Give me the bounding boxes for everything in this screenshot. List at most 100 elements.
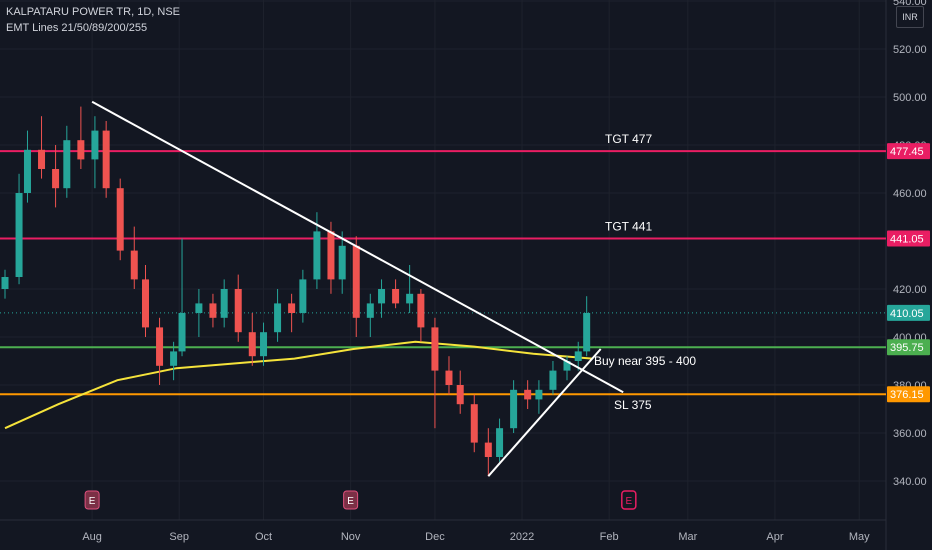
candle-body bbox=[63, 140, 71, 189]
level-price-label: 477.45 bbox=[890, 146, 924, 158]
candle bbox=[274, 289, 282, 342]
candle bbox=[456, 370, 464, 414]
candle bbox=[142, 265, 149, 337]
candle-body bbox=[549, 370, 557, 390]
candle bbox=[178, 238, 186, 357]
candle-body bbox=[524, 389, 532, 400]
trendline bbox=[487, 348, 602, 477]
earnings-marker: E bbox=[84, 490, 100, 510]
candle bbox=[15, 173, 23, 285]
candle-body bbox=[352, 245, 360, 318]
symbol-title: KALPATARU POWER TR, 1D, NSE bbox=[6, 6, 180, 18]
y-tick-label: 420.00 bbox=[893, 284, 927, 296]
candle bbox=[484, 428, 492, 477]
y-tick-label: 520.00 bbox=[893, 44, 927, 56]
candle-body bbox=[496, 428, 504, 457]
candle-body bbox=[366, 303, 374, 318]
candle-body bbox=[102, 130, 110, 189]
candle-body bbox=[484, 442, 492, 457]
candle-body bbox=[299, 279, 307, 313]
candle bbox=[549, 361, 557, 395]
candle bbox=[366, 293, 374, 337]
candle bbox=[417, 289, 425, 342]
level-annotation: Buy near 395 - 400 bbox=[594, 354, 696, 368]
candle bbox=[288, 293, 296, 333]
level-price-label: 376.15 bbox=[890, 389, 924, 401]
candle-body bbox=[142, 279, 149, 328]
x-tick-label: Nov bbox=[341, 531, 361, 543]
candle bbox=[170, 341, 178, 381]
candle-body bbox=[417, 293, 425, 328]
earnings-marker-label: E bbox=[625, 496, 632, 507]
candle-body bbox=[209, 303, 217, 318]
ema-line bbox=[4, 340, 593, 430]
candle-body bbox=[52, 169, 60, 189]
candle-body bbox=[288, 303, 296, 313]
candle-body bbox=[338, 245, 346, 280]
candle-body bbox=[38, 149, 46, 169]
candle bbox=[470, 394, 478, 453]
candle bbox=[574, 341, 582, 371]
level-price-label-bg bbox=[887, 230, 930, 247]
candle bbox=[563, 356, 571, 381]
level-annotation: TGT 477 bbox=[605, 132, 652, 146]
trendline bbox=[91, 100, 624, 394]
candle bbox=[77, 106, 85, 169]
candle bbox=[63, 125, 71, 198]
candle bbox=[234, 274, 242, 342]
level-annotation: SL 375 bbox=[614, 398, 652, 412]
x-tick-label: 2022 bbox=[510, 531, 534, 543]
candle-body bbox=[470, 404, 478, 443]
earnings-marker-label: E bbox=[89, 496, 96, 507]
candle-body bbox=[23, 149, 31, 193]
candle bbox=[524, 380, 532, 409]
earnings-marker-label: E bbox=[347, 496, 354, 507]
earnings-marker-bg bbox=[84, 490, 100, 510]
candle bbox=[327, 221, 335, 294]
candle bbox=[406, 265, 414, 313]
y-tick-label: 340.00 bbox=[893, 476, 927, 488]
candle bbox=[248, 313, 256, 366]
level-price-label: 395.75 bbox=[890, 342, 924, 354]
candle-body bbox=[583, 313, 591, 352]
x-tick-label: Oct bbox=[255, 531, 272, 543]
y-tick-label: 360.00 bbox=[893, 428, 927, 440]
candle bbox=[352, 236, 360, 337]
candle-body bbox=[535, 389, 543, 400]
candle-body bbox=[431, 327, 439, 371]
candle-body bbox=[563, 361, 571, 371]
candle bbox=[445, 356, 453, 395]
candle bbox=[130, 226, 138, 289]
x-tick-label: Mar bbox=[678, 531, 697, 543]
candle-body bbox=[234, 289, 242, 333]
currency-badge[interactable]: INR bbox=[896, 6, 924, 28]
candle-body bbox=[77, 140, 85, 160]
x-tick-label: Apr bbox=[766, 531, 783, 543]
candle bbox=[431, 317, 439, 429]
candle-body bbox=[274, 303, 282, 333]
candle-body bbox=[91, 130, 99, 160]
candle-body bbox=[116, 188, 124, 251]
indicator-title: EMT Lines 21/50/89/200/255 bbox=[6, 22, 148, 34]
candle bbox=[338, 231, 346, 294]
candle-body bbox=[406, 293, 414, 304]
candle bbox=[510, 380, 518, 433]
candle-body bbox=[260, 332, 268, 357]
x-tick-label: Feb bbox=[600, 531, 619, 543]
earnings-marker: E bbox=[343, 490, 359, 510]
candle-body bbox=[195, 303, 203, 313]
candle bbox=[392, 279, 400, 309]
candle-body bbox=[170, 351, 178, 366]
y-tick-label: 540.00 bbox=[893, 0, 927, 8]
earnings-marker: E bbox=[621, 490, 637, 510]
level-price-label-bg bbox=[887, 386, 930, 403]
candle-body bbox=[130, 250, 138, 280]
candle bbox=[535, 380, 543, 414]
candle bbox=[23, 130, 31, 203]
candle bbox=[102, 121, 110, 198]
candle bbox=[496, 418, 504, 462]
level-annotation: TGT 441 bbox=[605, 219, 652, 233]
candle bbox=[52, 145, 60, 208]
